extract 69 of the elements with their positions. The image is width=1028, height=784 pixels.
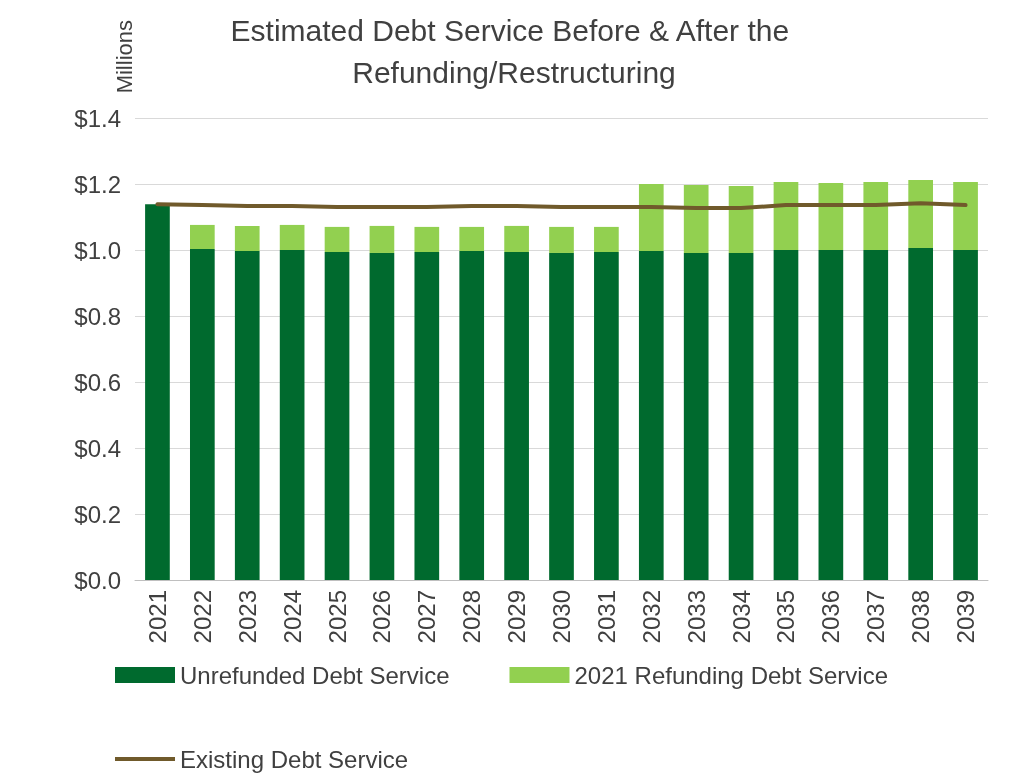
y-tick-label: $1.2 <box>74 170 121 198</box>
bar <box>638 250 664 580</box>
bar <box>324 251 350 580</box>
x-tick-label: 2024 <box>278 590 306 644</box>
bar <box>549 252 574 580</box>
bar <box>773 182 799 250</box>
x-tick-label: 2029 <box>503 590 531 644</box>
y-tick-label: $0.8 <box>74 302 121 330</box>
y-tick-label: $1.0 <box>74 236 121 264</box>
y-axis-title: Millions <box>111 20 137 94</box>
bar <box>279 224 305 250</box>
bar <box>459 250 485 580</box>
bar <box>549 226 574 253</box>
x-tick-label: 2038 <box>907 590 935 644</box>
bar <box>190 224 215 250</box>
bar <box>594 251 619 580</box>
y-tick-label: $0.0 <box>74 566 121 594</box>
bar <box>818 183 844 250</box>
bar <box>594 226 619 252</box>
bar <box>369 225 395 253</box>
bar <box>908 248 933 580</box>
x-tick-label: 2027 <box>413 590 441 644</box>
legend-label: Unrefunded Debt Service <box>180 661 450 689</box>
x-tick-label: 2032 <box>637 590 665 644</box>
bar <box>459 226 485 251</box>
bar <box>863 250 889 580</box>
bar <box>414 226 440 252</box>
bar <box>145 204 170 580</box>
bar <box>818 250 844 580</box>
bar <box>683 252 709 580</box>
legend-label: Existing Debt Service <box>180 745 409 773</box>
x-tick-label: 2023 <box>233 590 261 644</box>
x-tick-label: 2031 <box>592 590 620 644</box>
y-tick-label: $0.4 <box>74 434 121 462</box>
chart-title: Estimated Debt Service Before & After the Refunding/Restructuring <box>230 13 798 89</box>
bar <box>728 252 754 580</box>
x-tick-label: 2033 <box>682 590 710 644</box>
x-tick-label: 2030 <box>548 590 575 644</box>
bar <box>683 184 709 253</box>
x-tick-label: 2028 <box>458 590 486 644</box>
bar <box>234 225 260 251</box>
bar <box>414 251 440 580</box>
bar <box>953 250 978 580</box>
bar <box>369 252 395 580</box>
bar <box>324 226 350 252</box>
x-tick-label: 2022 <box>188 590 216 644</box>
bar <box>638 184 664 251</box>
bar <box>234 250 260 580</box>
bar <box>953 182 978 250</box>
bar <box>728 185 754 253</box>
bar <box>190 249 215 580</box>
x-tick-label: 2021 <box>143 590 171 644</box>
x-tick-label: 2034 <box>727 590 755 644</box>
bar <box>863 182 889 250</box>
y-tick-label: $1.4 <box>74 104 121 132</box>
bar <box>773 250 799 580</box>
y-tick-label: $0.6 <box>74 368 121 396</box>
y-tick-label: $0.2 <box>74 500 121 528</box>
x-tick-label: 2039 <box>952 590 980 644</box>
x-tick-label: 2025 <box>323 590 351 644</box>
legend-label: 2021 Refunding Debt Service <box>574 661 889 689</box>
x-tick-label: 2035 <box>772 590 800 644</box>
bar <box>504 225 529 252</box>
x-tick-label: 2026 <box>368 590 396 644</box>
x-tick-label: 2036 <box>817 590 845 644</box>
x-tick-label: 2037 <box>862 590 890 644</box>
bar <box>279 250 305 580</box>
bar <box>908 180 933 249</box>
bar <box>504 251 529 580</box>
